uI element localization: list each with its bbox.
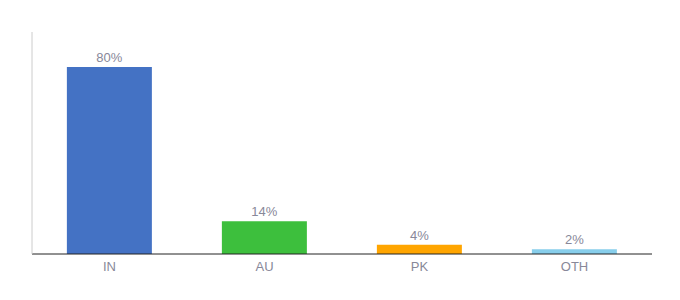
svg-text:IN: IN — [103, 259, 116, 274]
svg-text:AU: AU — [255, 259, 273, 274]
svg-text:PK: PK — [411, 259, 429, 274]
svg-text:OTH: OTH — [561, 259, 588, 274]
svg-text:4%: 4% — [410, 228, 429, 243]
svg-text:2%: 2% — [565, 232, 584, 247]
svg-text:14%: 14% — [251, 204, 277, 219]
svg-text:80%: 80% — [96, 50, 122, 65]
